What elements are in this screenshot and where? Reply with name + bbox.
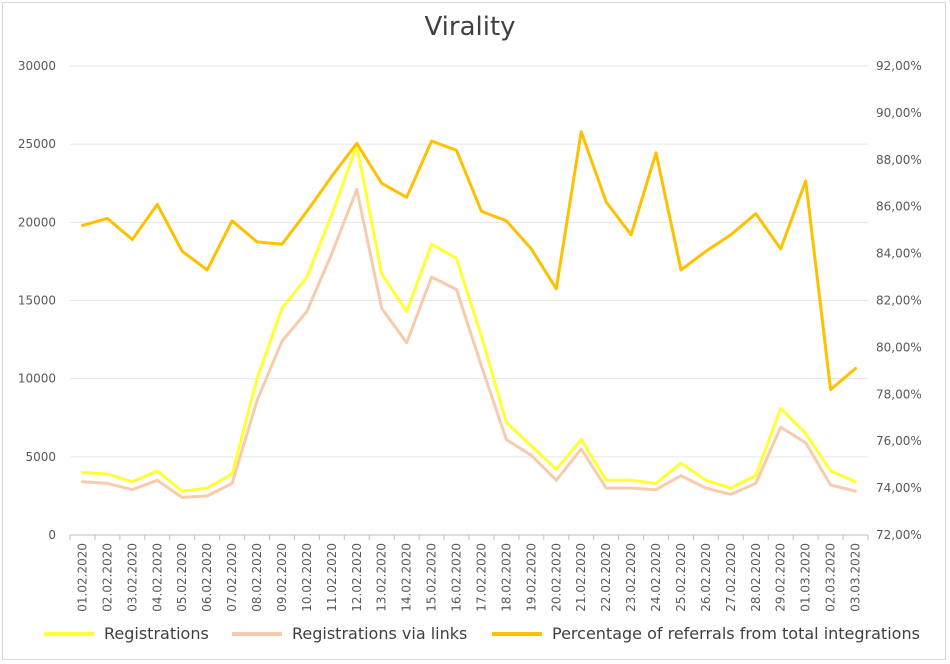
x-tick-label: 24.02.2020 — [649, 543, 663, 612]
left-tick-label: 10000 — [18, 372, 56, 386]
x-tick-label: 28.02.2020 — [749, 543, 763, 612]
right-tick-label: 88,00% — [876, 153, 922, 167]
x-tick-label: 21.02.2020 — [574, 543, 588, 612]
legend-swatch — [232, 631, 282, 636]
left-tick-label: 20000 — [18, 215, 56, 229]
right-tick-label: 92,00% — [876, 59, 922, 73]
x-tick-label: 12.02.2020 — [350, 543, 364, 612]
x-tick-label: 14.02.2020 — [400, 543, 414, 612]
legend-item-percentage-referrals: Percentage of referrals from total integ… — [492, 624, 920, 643]
x-tick-label: 05.02.2020 — [175, 543, 189, 612]
left-tick-label: 0 — [48, 528, 56, 542]
series-registrations-line — [81, 144, 857, 493]
x-tick-label: 08.02.2020 — [250, 543, 264, 612]
series-percentage-referrals-line — [81, 130, 857, 392]
x-tick-label: 09.02.2020 — [275, 543, 289, 612]
left-axis-ticks: 0 5000 10000 15000 20000 25000 30000 — [18, 59, 56, 542]
right-tick-label: 86,00% — [876, 200, 922, 214]
legend-label: Registrations via links — [292, 624, 468, 643]
right-tick-label: 90,00% — [876, 106, 922, 120]
x-tick-label: 03.03.2020 — [849, 543, 863, 612]
legend-label: Percentage of referrals from total integ… — [552, 624, 920, 643]
x-tick-label: 02.02.2020 — [100, 543, 114, 612]
x-tick-label: 19.02.2020 — [524, 543, 538, 612]
x-tick-label: 11.02.2020 — [325, 543, 339, 612]
right-tick-label: 80,00% — [876, 340, 922, 354]
x-tick-label: 02.03.2020 — [824, 543, 838, 612]
x-tick-label: 07.02.2020 — [225, 543, 239, 612]
right-tick-label: 84,00% — [876, 247, 922, 261]
legend-label: Registrations — [104, 624, 209, 643]
left-tick-label: 15000 — [18, 294, 56, 308]
x-tick-label: 10.02.2020 — [300, 543, 314, 612]
x-axis-ticks: 01.02.2020 02.02.2020 03.02.2020 04.02.2020… — [75, 543, 862, 612]
legend-swatch — [492, 631, 542, 636]
x-tick-label: 06.02.2020 — [200, 543, 214, 612]
x-tick-label: 04.02.2020 — [150, 543, 164, 612]
x-tick-label: 01.02.2020 — [75, 543, 89, 612]
x-tick-label: 25.02.2020 — [674, 543, 688, 612]
x-tick-label: 03.02.2020 — [125, 543, 139, 612]
left-tick-label: 5000 — [25, 450, 56, 464]
gridlines — [69, 65, 869, 540]
right-tick-label: 72,00% — [876, 528, 922, 542]
legend-item-registrations: Registrations — [44, 624, 209, 643]
x-tick-label: 23.02.2020 — [624, 543, 638, 612]
x-tick-label: 26.02.2020 — [699, 543, 713, 612]
right-tick-label: 76,00% — [876, 434, 922, 448]
x-tick-label: 22.02.2020 — [599, 543, 613, 612]
x-tick-label: 17.02.2020 — [474, 543, 488, 612]
series-lines — [81, 130, 857, 499]
x-tick-label: 20.02.2020 — [549, 543, 563, 612]
chart-title: Virality — [424, 12, 516, 42]
right-tick-label: 82,00% — [876, 294, 922, 308]
right-tick-label: 78,00% — [876, 387, 922, 401]
series-registrations-via-links-line — [81, 188, 857, 499]
x-tick-label: 15.02.2020 — [425, 543, 439, 612]
legend: Registrations Registrations via links Pe… — [0, 624, 940, 648]
x-tick-label: 13.02.2020 — [375, 543, 389, 612]
x-tick-label: 29.02.2020 — [774, 543, 788, 612]
left-tick-label: 25000 — [18, 137, 56, 151]
left-tick-label: 30000 — [18, 59, 56, 73]
x-tick-label: 01.03.2020 — [799, 543, 813, 612]
x-tick-label: 27.02.2020 — [724, 543, 738, 612]
legend-item-registrations-via-links: Registrations via links — [232, 624, 467, 643]
x-tick-label: 18.02.2020 — [499, 543, 513, 612]
legend-swatch — [44, 631, 94, 636]
right-axis-ticks: 72,00% 74,00% 76,00% 78,00% 80,00% 82,00% 84,0… — [876, 59, 922, 542]
x-tick-label: 16.02.2020 — [450, 543, 464, 612]
right-tick-label: 74,00% — [876, 481, 922, 495]
